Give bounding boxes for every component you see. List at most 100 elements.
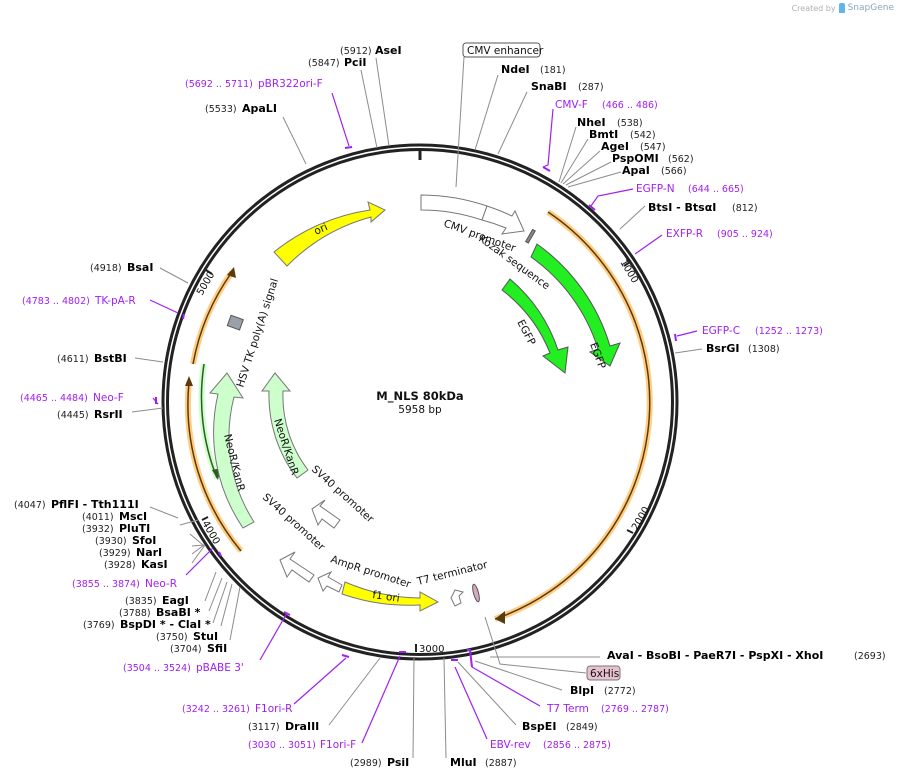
enzyme-pos: (5912): [340, 46, 372, 57]
enzyme-eagI[interactable]: EagI: [162, 594, 189, 607]
t7-terminator-label: T7 terminator: [415, 559, 490, 589]
primer-range: (3504 .. 3524): [123, 663, 191, 674]
enzyme-avaI-group[interactable]: AvaI - BsoBI - PaeR7I - PspXI - XhoI: [607, 649, 823, 662]
primer-range: (3030 .. 3051): [248, 740, 316, 751]
enzyme-pos: (3932): [82, 524, 114, 535]
primer-pbabe-3[interactable]: pBABE 3': [196, 662, 244, 674]
primer-egfp-n[interactable]: EGFP-N: [636, 183, 675, 195]
enzyme-blpI[interactable]: BlpI: [570, 684, 594, 697]
primer-f1ori-f[interactable]: F1ori-F: [320, 739, 356, 751]
enzyme-bmtI[interactable]: BmtI: [589, 128, 618, 141]
enzyme-psiI[interactable]: PsiI: [387, 756, 409, 769]
enzyme-narI[interactable]: NarI: [136, 546, 162, 559]
cmv-enhancer-box[interactable]: [462, 42, 541, 58]
enzyme-aseI[interactable]: AseI: [375, 44, 402, 57]
primer-range: (5692 .. 5711): [185, 79, 253, 90]
enzyme-stuI[interactable]: StuI: [193, 630, 218, 643]
primer-f1ori-r[interactable]: F1ori-R: [255, 703, 292, 715]
sv40-promoter-inner-arrow[interactable]: [311, 499, 341, 529]
enzyme-pos: (287): [578, 82, 604, 93]
primer-ebv-rev[interactable]: EBV-rev: [490, 739, 531, 751]
enzyme-pciI[interactable]: PciI: [344, 56, 366, 69]
neor-inner-label: NeoR/KanR: [271, 417, 301, 477]
egfp-outer-arrow[interactable]: [530, 243, 621, 367]
neor-outer-arrow[interactable]: [209, 372, 255, 529]
primer-pBR322ori-F[interactable]: pBR322ori-F: [258, 78, 323, 90]
primer-cmv-f[interactable]: CMV-F: [555, 99, 588, 111]
enzyme-pspOMI[interactable]: PspOMI: [612, 152, 659, 165]
enzyme-pos: (542): [630, 130, 656, 141]
f1-ori-arrow[interactable]: [341, 581, 440, 612]
cmv-promoter-arrow[interactable]: [481, 205, 525, 235]
enzyme-pos: (5847): [308, 58, 340, 69]
enzyme-leader-lines: [131, 57, 703, 759]
enzyme-bstBI[interactable]: BstBI: [94, 352, 127, 365]
enzyme-bspDI-claI[interactable]: BspDI * - ClaI *: [120, 618, 211, 631]
cmv-enhancer-label: CMV enhancer: [467, 45, 544, 57]
enzyme-nheI[interactable]: NheI: [577, 116, 606, 129]
primer-range: (1252 .. 1273): [755, 326, 823, 337]
enzyme-pos: (2887): [485, 758, 517, 769]
enzyme-pos: (562): [668, 154, 694, 165]
primer-tk-pa-r[interactable]: TK-pA-R: [94, 295, 136, 307]
primer-neo-r[interactable]: Neo-R: [145, 578, 177, 590]
enzyme-bspEI[interactable]: BspEI: [522, 720, 556, 733]
ori-arrow[interactable]: [273, 201, 386, 267]
neor-inner-arrow[interactable]: [261, 372, 309, 479]
six-his-marker[interactable]: [471, 583, 480, 603]
enzyme-pos: (181): [540, 65, 566, 76]
enzyme-pos: (4047): [14, 500, 46, 511]
primer-t7-term[interactable]: T7 Term: [546, 703, 589, 715]
enzyme-mluI[interactable]: MluI: [450, 756, 477, 769]
enzyme-pos: (4011): [82, 512, 114, 523]
enzyme-ageI[interactable]: AgeI: [601, 140, 629, 153]
primer-range: (4465 .. 4484): [20, 393, 88, 404]
sv40-promoter-outer-arrow[interactable]: [279, 551, 315, 583]
primer-exfp-r[interactable]: EXFP-R: [666, 228, 703, 240]
primer-range: (2856 .. 2875): [543, 740, 611, 751]
hsv-tk-label: HSV TK poly(A) signal: [234, 277, 281, 389]
enzyme-bsaBI[interactable]: BsaBI *: [156, 606, 201, 619]
primer-range: (3855 .. 3874): [72, 579, 140, 590]
orf-arcs: [184, 209, 653, 624]
enzyme-pos: (3750): [156, 632, 188, 643]
enzyme-pluTI[interactable]: PluTI: [119, 522, 150, 535]
credit-brand: SnapGene: [847, 3, 894, 13]
enzyme-sfoI[interactable]: SfoI: [132, 534, 156, 547]
enzyme-bsaI[interactable]: BsaI: [127, 261, 153, 274]
primer-range: (3242 .. 3261): [182, 704, 250, 715]
t7-terminator-marker[interactable]: [450, 589, 464, 607]
enzyme-sfiI[interactable]: SfiI: [207, 642, 227, 655]
enzyme-apaLI[interactable]: ApaLI: [242, 102, 277, 115]
enzyme-pos: (4918): [90, 263, 122, 274]
enzyme-pos: (812): [732, 203, 758, 214]
egfp-inner-arrow[interactable]: [501, 278, 569, 374]
snapgene-credit: Created by SnapGene: [792, 3, 894, 13]
enzyme-pos: (4611): [57, 354, 89, 365]
ori-label: ori: [312, 221, 329, 238]
tick-3000: 3000: [419, 644, 444, 655]
enzyme-draIII[interactable]: DraIII: [285, 720, 319, 733]
enzyme-btsI[interactable]: BtsI - BtsαI: [648, 201, 716, 214]
enzyme-bsrGI[interactable]: BsrGI: [706, 342, 739, 355]
enzyme-ndeI[interactable]: NdeI: [501, 63, 530, 76]
six-his-box[interactable]: [586, 665, 621, 681]
primer-egfp-c[interactable]: EGFP-C: [702, 325, 740, 337]
primer-labels: (5692 .. 5711) pBR322ori-F CMV-F (466 ..…: [20, 78, 823, 751]
ampr-promoter-arrow[interactable]: [317, 570, 343, 593]
enzyme-snaBI[interactable]: SnaBI: [531, 80, 567, 93]
hsv-tk-marker[interactable]: [226, 314, 244, 331]
enzyme-rsrII[interactable]: RsrII: [94, 408, 123, 421]
enzyme-apaI[interactable]: ApaI: [622, 164, 650, 177]
enzyme-pos: (547): [640, 142, 666, 153]
primer-neo-f[interactable]: Neo-F: [93, 392, 124, 404]
enzyme-pflFI-tth111I[interactable]: PflFI - Tth111I: [51, 498, 139, 511]
enzyme-pos: (3930): [95, 536, 127, 547]
kozak-marker[interactable]: [524, 228, 536, 244]
primer-range: (644 .. 665): [688, 184, 744, 195]
cmv-enhancer-arrow[interactable]: [420, 194, 488, 221]
primer-leader-lines: [149, 92, 698, 744]
f1-ori-label: f1 ori: [372, 589, 401, 605]
enzyme-kasI[interactable]: KasI: [141, 558, 168, 571]
enzyme-mscI[interactable]: MscI: [119, 510, 147, 523]
